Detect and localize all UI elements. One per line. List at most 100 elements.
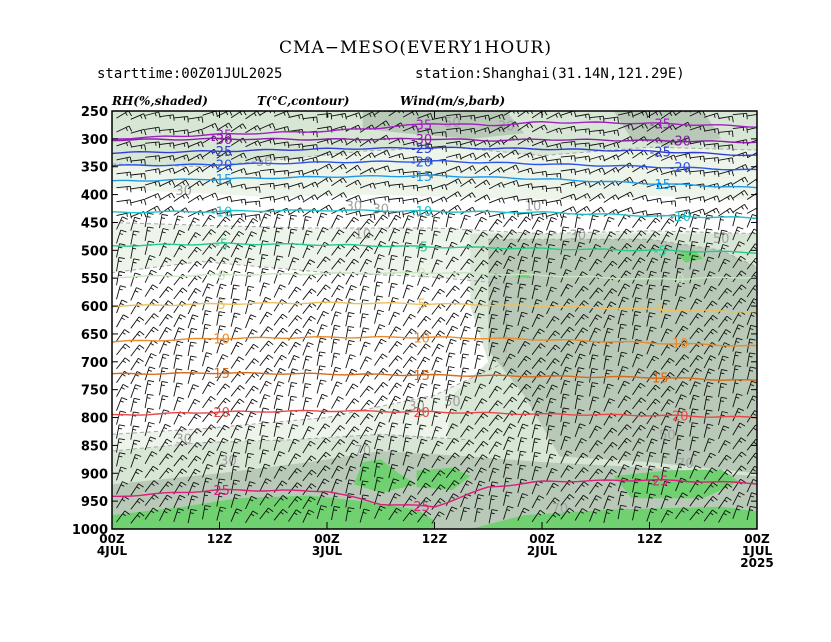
wind-barb-1324 (388, 507, 402, 521)
wind-barb-986 (703, 395, 713, 410)
wind-barb-995 (187, 413, 202, 426)
wind-barb-667 (646, 298, 656, 313)
wind-barb-669 (675, 296, 686, 311)
wind-barb-285 (331, 192, 347, 201)
wind-barb-1253 (660, 480, 671, 496)
wind-barb-1317 (288, 509, 302, 522)
wind-barb-762 (718, 329, 732, 342)
wind-barb-664 (603, 301, 617, 315)
temp-contour-25 (112, 478, 757, 508)
rh-region-9 (112, 495, 435, 529)
wind-barb-305 (617, 191, 634, 200)
wind-barb-234 (245, 186, 261, 193)
wind-barb-922 (431, 383, 441, 399)
wind-barb-853 (732, 351, 742, 366)
wind-barb-1119 (675, 435, 684, 450)
wind-barb-534 (675, 253, 684, 269)
wind-barb-1236 (417, 482, 431, 495)
wind-barb-845 (617, 351, 628, 367)
wind-barb-176 (704, 157, 720, 164)
wind-barb-703 (517, 311, 528, 326)
wind-barb-204 (460, 165, 476, 173)
wind-barb-504 (245, 258, 255, 273)
wind-barb-521 (488, 260, 503, 273)
wind-barb-1349 (746, 505, 757, 521)
start-time: starttime:00Z01JUL2025 (97, 66, 283, 82)
wind-barb-879 (460, 367, 470, 382)
wind-barb-1077 (718, 425, 730, 440)
wind-barb-841 (560, 353, 574, 367)
wind-barb-121 (560, 140, 576, 148)
wind-barb-228 (159, 179, 176, 187)
wind-barb-536 (703, 256, 715, 271)
wind-barb-358 (732, 204, 749, 213)
wind-barb-25 (474, 114, 491, 122)
wind-barb-625 (689, 283, 701, 298)
wind-barb-1040 (187, 428, 202, 440)
wind-barb-819 (245, 358, 260, 370)
wind-barb-1286 (488, 495, 498, 510)
wind-barb-924 (460, 381, 471, 396)
wind-barb-1167 (718, 454, 732, 468)
wind-barb-425 (402, 228, 413, 243)
wind-barb-1134 (245, 452, 254, 468)
wind-barb-511 (345, 258, 359, 271)
wind-barb-1294 (603, 495, 615, 510)
wind-barb-686 (273, 313, 288, 326)
wind-barb-1321 (345, 507, 355, 522)
wind-barb-505 (259, 254, 269, 269)
wind-barb-787 (431, 343, 444, 357)
wind-barb-524 (531, 256, 541, 272)
wind-barb-1061 (488, 428, 503, 440)
wind-barb-246 (417, 184, 433, 192)
wind-barb-1070 (617, 424, 632, 436)
wind-barb-756 (632, 324, 641, 340)
wind-barb-1115 (617, 437, 632, 450)
wind-barb-930 (546, 384, 558, 398)
y-tick-label: 300 (81, 133, 108, 148)
wind-barb-1049 (316, 423, 331, 436)
wind-barb-434 (531, 229, 544, 244)
wind-barb-789 (460, 339, 470, 354)
wind-barb-717 (718, 315, 732, 328)
wind-barb-734 (316, 324, 328, 338)
wind-barb-916 (345, 383, 359, 397)
wind-barb-1051 (345, 426, 360, 438)
rh-contour-line-2 (112, 260, 507, 435)
variable-legend: RH(%,shaded) T(°C,contour) Wind(m/s,barb… (112, 94, 762, 110)
wind-barb-1217 (144, 480, 159, 492)
wind-barb-1298 (660, 495, 672, 509)
wind-barb-11 (273, 111, 290, 117)
wind-barb-1184 (316, 465, 331, 478)
wind-barb-408 (159, 228, 169, 243)
wind-barb-195 (331, 163, 347, 173)
wind-barb-1225 (259, 478, 272, 492)
wind-barb-498 (159, 257, 172, 271)
wind-barb-1301 (703, 496, 718, 508)
wind-barb-124 (603, 141, 620, 149)
rh-contour-line-0 (112, 146, 757, 168)
wind-barb-1178 (230, 465, 240, 480)
temp-contour-label: -10 (411, 205, 432, 220)
wind-barb-76 (560, 125, 577, 133)
wind-barb-811 (130, 357, 144, 371)
wind-barb-564 (460, 272, 475, 285)
wind-barb-365 (187, 217, 200, 231)
wind-barb-774 (245, 343, 259, 356)
wind-barb-1075 (689, 422, 699, 437)
wind-barb-153 (374, 149, 391, 157)
wind-barb-63 (374, 120, 390, 129)
wind-barb-406 (130, 230, 140, 245)
wind-barb-942 (718, 382, 727, 398)
wind-barb-242 (359, 182, 376, 189)
wind-barb-600 (331, 284, 345, 298)
wind-barb-248 (445, 178, 462, 186)
y-tick-label: 250 (81, 105, 108, 120)
wind-barb-747 (503, 324, 513, 339)
temp-contour-label: 10 (413, 331, 430, 346)
wind-barb-457 (216, 243, 230, 257)
wind-barb-292 (431, 196, 448, 204)
wind-barb-279 (245, 200, 261, 208)
wind-barb-1048 (302, 426, 315, 440)
wind-barb-843 (589, 354, 599, 369)
